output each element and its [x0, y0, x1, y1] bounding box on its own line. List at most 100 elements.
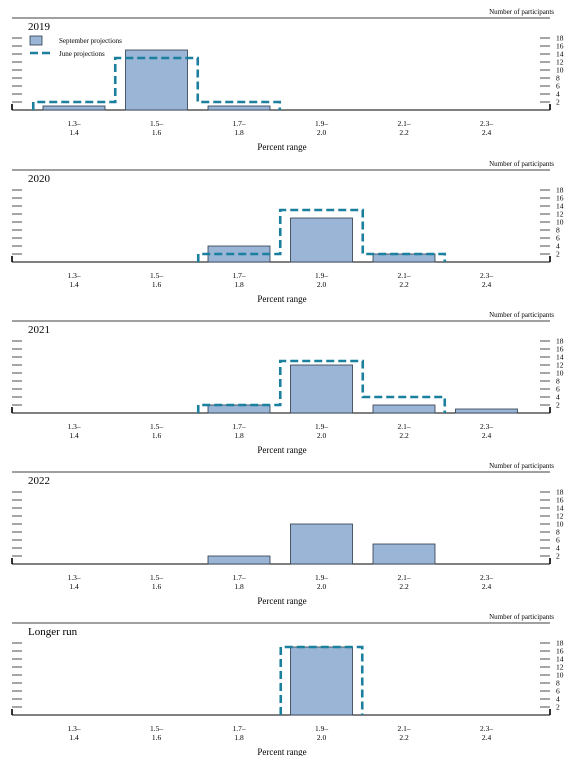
y-tick-label: 12 — [556, 210, 564, 219]
y-tick-label: 18 — [556, 186, 564, 195]
x-category-label: 2.3– 2.4 — [480, 271, 493, 289]
y-tick-label: 12 — [556, 58, 564, 67]
x-category-label: 2.3– 2.4 — [480, 119, 493, 137]
september-bar — [372, 404, 436, 414]
june-outline — [196, 208, 447, 262]
x-category-label: 1.3– 1.4 — [67, 422, 80, 440]
september-bar — [455, 408, 518, 414]
september-bar — [42, 105, 106, 111]
legend-september-label: September projections — [59, 37, 122, 45]
x-category-label: 2.1– 2.2 — [397, 119, 410, 137]
panel-title: 2020 — [28, 173, 51, 185]
y-tick-label: 2 — [556, 703, 560, 712]
x-axis-label: Percent range — [257, 596, 306, 606]
units-label: Number of participants — [489, 311, 554, 319]
y-tick-label: 14 — [556, 202, 564, 211]
y-tick-label: 18 — [556, 337, 564, 346]
september-bar — [372, 543, 436, 565]
x-category-label: 1.7– 1.8 — [232, 119, 245, 137]
x-category-label: 1.7– 1.8 — [232, 422, 245, 440]
y-tick-label: 14 — [556, 655, 564, 664]
x-category-label: 1.9– 2.0 — [315, 724, 328, 742]
legend-september-swatch — [29, 35, 43, 46]
x-axis-label: Percent range — [257, 142, 306, 152]
y-tick-label: 16 — [556, 647, 564, 656]
y-tick-label: 16 — [556, 194, 564, 203]
september-bar — [125, 49, 188, 111]
y-tick-label: 6 — [556, 234, 560, 243]
panel-title: 2019 — [28, 21, 51, 33]
y-tick-label: 10 — [556, 218, 564, 227]
panel-2: Number of participants 2020 24681012141618… — [11, 160, 564, 304]
x-category-label: 2.1– 2.2 — [397, 573, 410, 591]
y-tick-label: 14 — [556, 504, 564, 513]
y-tick-label: 8 — [556, 74, 560, 83]
y-tick-label: 8 — [556, 377, 560, 386]
y-tick-label: 12 — [556, 512, 564, 521]
y-tick-label: 12 — [556, 361, 564, 370]
units-label: Number of participants — [489, 160, 554, 168]
x-category-label: 1.9– 2.0 — [315, 422, 328, 440]
y-tick-label: 8 — [556, 528, 560, 537]
september-bar — [290, 364, 353, 414]
x-category-label: 1.5– 1.6 — [150, 724, 163, 742]
y-tick-label: 6 — [556, 385, 560, 394]
legend-june-label: June projections — [59, 50, 105, 58]
panel-title: 2021 — [28, 324, 50, 336]
june-outline — [279, 645, 364, 715]
x-category-label: 1.3– 1.4 — [67, 573, 80, 591]
panel-1: Number of participants 2019 24681012141618… — [11, 8, 564, 152]
june-outline — [196, 359, 447, 413]
y-tick-label: 2 — [556, 98, 560, 107]
y-tick-label: 18 — [556, 639, 564, 648]
x-axis-label: Percent range — [257, 445, 306, 455]
y-tick-label: 4 — [556, 242, 560, 251]
legend: September projections June projections — [29, 35, 122, 58]
y-tick-label: 4 — [556, 544, 560, 553]
y-tick-label: 14 — [556, 353, 564, 362]
june-outline — [31, 56, 282, 110]
panel-title: 2022 — [28, 475, 50, 487]
x-category-label: 2.3– 2.4 — [480, 422, 493, 440]
x-category-label: 1.5– 1.6 — [150, 119, 163, 137]
y-tick-label: 2 — [556, 250, 560, 259]
y-tick-label: 4 — [556, 695, 560, 704]
panel-title: Longer run — [28, 626, 78, 638]
units-label: Number of participants — [489, 613, 554, 621]
september-bar — [290, 523, 353, 565]
panel-3: Number of participants 2021 24681012141618… — [11, 311, 564, 455]
x-category-label: 2.3– 2.4 — [480, 724, 493, 742]
x-category-label: 1.7– 1.8 — [232, 724, 245, 742]
x-category-label: 1.7– 1.8 — [232, 271, 245, 289]
y-tick-label: 18 — [556, 488, 564, 497]
y-tick-label: 8 — [556, 226, 560, 235]
y-tick-label: 6 — [556, 536, 560, 545]
september-bar — [207, 105, 271, 111]
y-tick-label: 8 — [556, 679, 560, 688]
x-category-label: 1.7– 1.8 — [232, 573, 245, 591]
y-tick-label: 10 — [556, 369, 564, 378]
x-category-label: 1.3– 1.4 — [67, 271, 80, 289]
panel-5: Number of participants Longer run 24681012… — [11, 613, 564, 757]
september-bar — [290, 646, 353, 716]
y-tick-label: 6 — [556, 687, 560, 696]
y-tick-label: 6 — [556, 82, 560, 91]
september-bar — [290, 217, 353, 263]
x-category-label: 2.1– 2.2 — [397, 422, 410, 440]
x-category-label: 1.3– 1.4 — [67, 724, 80, 742]
y-tick-label: 4 — [556, 90, 560, 99]
x-category-label: 2.1– 2.2 — [397, 724, 410, 742]
y-tick-label: 10 — [556, 66, 564, 75]
y-tick-label: 16 — [556, 496, 564, 505]
y-tick-label: 16 — [556, 42, 564, 51]
x-category-label: 1.5– 1.6 — [150, 271, 163, 289]
y-tick-label: 10 — [556, 671, 564, 680]
x-category-label: 2.1– 2.2 — [397, 271, 410, 289]
y-tick-label: 2 — [556, 401, 560, 410]
x-axis-label: Percent range — [257, 747, 306, 756]
x-category-label: 1.9– 2.0 — [315, 119, 328, 137]
y-tick-label: 2 — [556, 552, 560, 561]
x-category-label: 1.5– 1.6 — [150, 422, 163, 440]
